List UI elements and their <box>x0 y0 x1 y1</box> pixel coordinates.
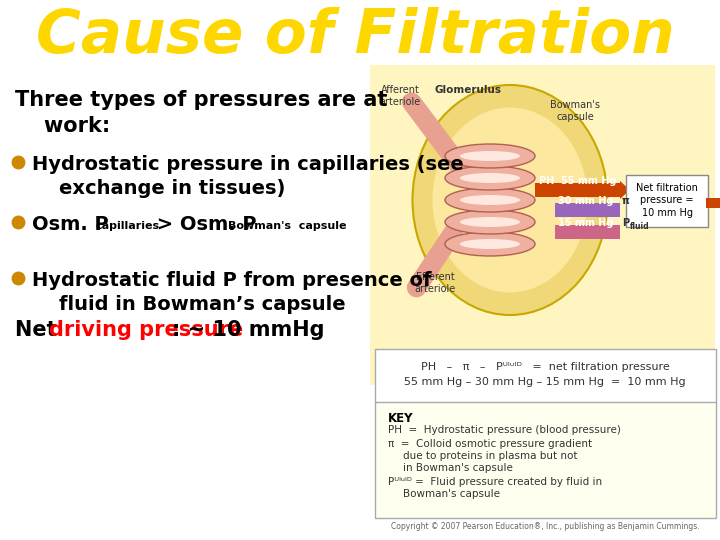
Ellipse shape <box>433 107 588 293</box>
Text: : ~ 10 mmHg: : ~ 10 mmHg <box>172 320 325 340</box>
Text: > Osm. P: > Osm. P <box>150 215 264 234</box>
Ellipse shape <box>445 166 535 190</box>
FancyArrow shape <box>555 225 620 239</box>
Ellipse shape <box>445 188 535 212</box>
Text: Bowman's
capsule: Bowman's capsule <box>550 100 600 122</box>
FancyArrowPatch shape <box>558 228 617 236</box>
FancyBboxPatch shape <box>375 349 716 403</box>
Text: fluid: fluid <box>630 222 649 231</box>
Text: PH  =  Hydrostatic pressure (blood pressure): PH = Hydrostatic pressure (blood pressur… <box>388 425 621 435</box>
Text: driving pressure: driving pressure <box>49 320 243 340</box>
Text: Afferent
arteriole: Afferent arteriole <box>379 85 420 106</box>
FancyArrow shape <box>555 203 620 217</box>
Ellipse shape <box>460 151 520 161</box>
Text: Cause of Filtration: Cause of Filtration <box>35 8 675 66</box>
Ellipse shape <box>413 85 608 315</box>
Text: in Bowman's capsule: in Bowman's capsule <box>403 463 513 473</box>
Text: π  =  Colloid osmotic pressure gradient: π = Colloid osmotic pressure gradient <box>388 439 592 449</box>
Text: Net filtration
pressure =
10 mm Hg: Net filtration pressure = 10 mm Hg <box>636 183 698 218</box>
FancyArrowPatch shape <box>412 102 468 178</box>
Text: Net: Net <box>15 320 64 340</box>
Text: due to proteins in plasma but not: due to proteins in plasma but not <box>403 451 577 461</box>
Ellipse shape <box>445 144 535 168</box>
Text: π: π <box>622 196 630 206</box>
Text: Efferent
arteriole: Efferent arteriole <box>415 272 456 294</box>
Text: Pᵁˡᵘᴵᴰ =  Fluid pressure created by fluid in: Pᵁˡᵘᴵᴰ = Fluid pressure created by fluid… <box>388 477 602 487</box>
Ellipse shape <box>460 217 520 227</box>
Text: PH   –   π   –   Pᵁˡᵘᴵᴰ   =  net filtration pressure: PH – π – Pᵁˡᵘᴵᴰ = net filtration pressur… <box>420 362 670 372</box>
Ellipse shape <box>460 195 520 205</box>
FancyBboxPatch shape <box>375 402 716 518</box>
Text: Hydrostatic pressure in capillaries (see
    exchange in tissues): Hydrostatic pressure in capillaries (see… <box>32 155 464 198</box>
Text: PH  55 mm Hg: PH 55 mm Hg <box>539 176 616 186</box>
Text: capillaries: capillaries <box>96 221 160 231</box>
Text: 30 mm Hg: 30 mm Hg <box>558 196 613 206</box>
Text: 55 mm Hg – 30 mm Hg – 15 mm Hg  =  10 mm Hg: 55 mm Hg – 30 mm Hg – 15 mm Hg = 10 mm H… <box>404 377 686 387</box>
FancyBboxPatch shape <box>626 175 708 227</box>
Text: Three types of pressures are at
    work:: Three types of pressures are at work: <box>15 90 387 136</box>
FancyArrowPatch shape <box>417 232 454 288</box>
Text: Glomerulus: Glomerulus <box>434 85 502 95</box>
Ellipse shape <box>460 173 520 183</box>
Ellipse shape <box>445 210 535 234</box>
Text: Bowman's  capsule: Bowman's capsule <box>228 221 346 231</box>
Ellipse shape <box>445 232 535 256</box>
FancyArrow shape <box>706 196 720 210</box>
Text: Bowman's capsule: Bowman's capsule <box>403 489 500 499</box>
FancyArrow shape <box>535 181 630 199</box>
Ellipse shape <box>460 239 520 249</box>
Text: Copyright © 2007 Pearson Education®, Inc., publishing as Benjamin Cummings.: Copyright © 2007 Pearson Education®, Inc… <box>391 522 699 531</box>
Text: KEY: KEY <box>388 412 413 425</box>
Text: P: P <box>622 218 629 228</box>
FancyBboxPatch shape <box>370 65 715 385</box>
Text: 15 mm Hg: 15 mm Hg <box>558 218 613 228</box>
Text: Osm. P: Osm. P <box>32 215 109 234</box>
Text: Hydrostatic fluid P from presence of
    fluid in Bowman’s capsule: Hydrostatic fluid P from presence of flu… <box>32 271 431 314</box>
